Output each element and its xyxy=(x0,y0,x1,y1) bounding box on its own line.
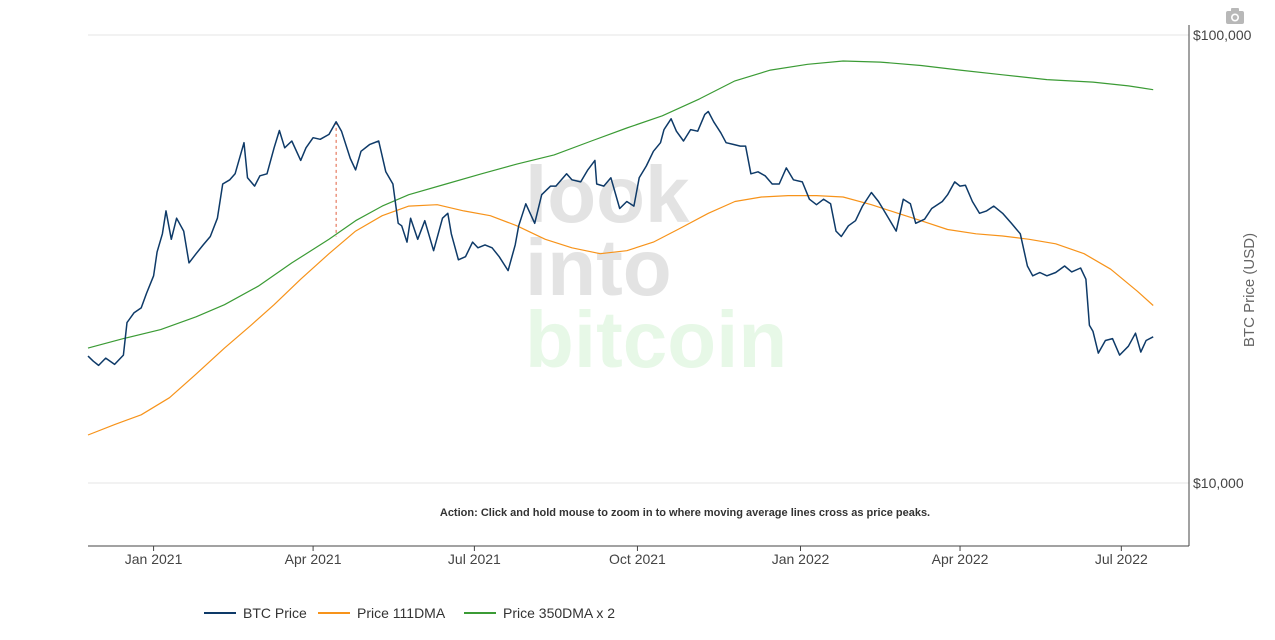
x-tick-label: Apr 2022 xyxy=(932,551,989,567)
legend-label: BTC Price xyxy=(243,605,307,621)
legend-label: Price 350DMA x 2 xyxy=(503,605,615,621)
legend-item[interactable]: Price 350DMA x 2 xyxy=(464,605,615,621)
series-line-btc-price[interactable] xyxy=(87,110,1154,367)
series-line-price-350dma-x-2[interactable] xyxy=(87,60,1154,349)
watermark-line-2: into xyxy=(525,223,672,312)
gridlines xyxy=(88,34,1189,484)
x-axis-ticks: Jan 2021 Apr 2021 Jul 2021 Oct 2021 Jan 2022… xyxy=(125,546,1148,567)
series-line-price-111dma[interactable] xyxy=(87,195,1154,436)
y-axis-ticks: $100,000 $10,000 xyxy=(1193,27,1252,491)
zoom-annotation: Action: Click and hold mouse to zoom in … xyxy=(440,507,930,519)
x-tick-label: Apr 2021 xyxy=(285,551,342,567)
legend[interactable]: BTC Price Price 111DMA Price 350DMA x 2 xyxy=(204,605,615,621)
y-axis-label: BTC Price (USD) xyxy=(1241,233,1258,347)
y-tick-label: $10,000 xyxy=(1193,475,1244,491)
watermark: look into bitcoin xyxy=(525,150,787,384)
y-tick-label: $100,000 xyxy=(1193,27,1252,43)
x-tick-label: Oct 2021 xyxy=(609,551,666,567)
watermark-line-1: look xyxy=(525,150,690,239)
legend-label: Price 111DMA xyxy=(357,605,446,621)
watermark-line-3: bitcoin xyxy=(525,295,787,384)
series-group[interactable] xyxy=(87,60,1154,436)
legend-item[interactable]: BTC Price xyxy=(204,605,307,621)
camera-icon[interactable] xyxy=(1226,8,1244,24)
x-tick-label: Jan 2022 xyxy=(772,551,830,567)
x-tick-label: Jul 2022 xyxy=(1095,551,1148,567)
x-tick-label: Jan 2021 xyxy=(125,551,183,567)
legend-item[interactable]: Price 111DMA xyxy=(318,605,446,621)
x-tick-label: Jul 2021 xyxy=(448,551,501,567)
